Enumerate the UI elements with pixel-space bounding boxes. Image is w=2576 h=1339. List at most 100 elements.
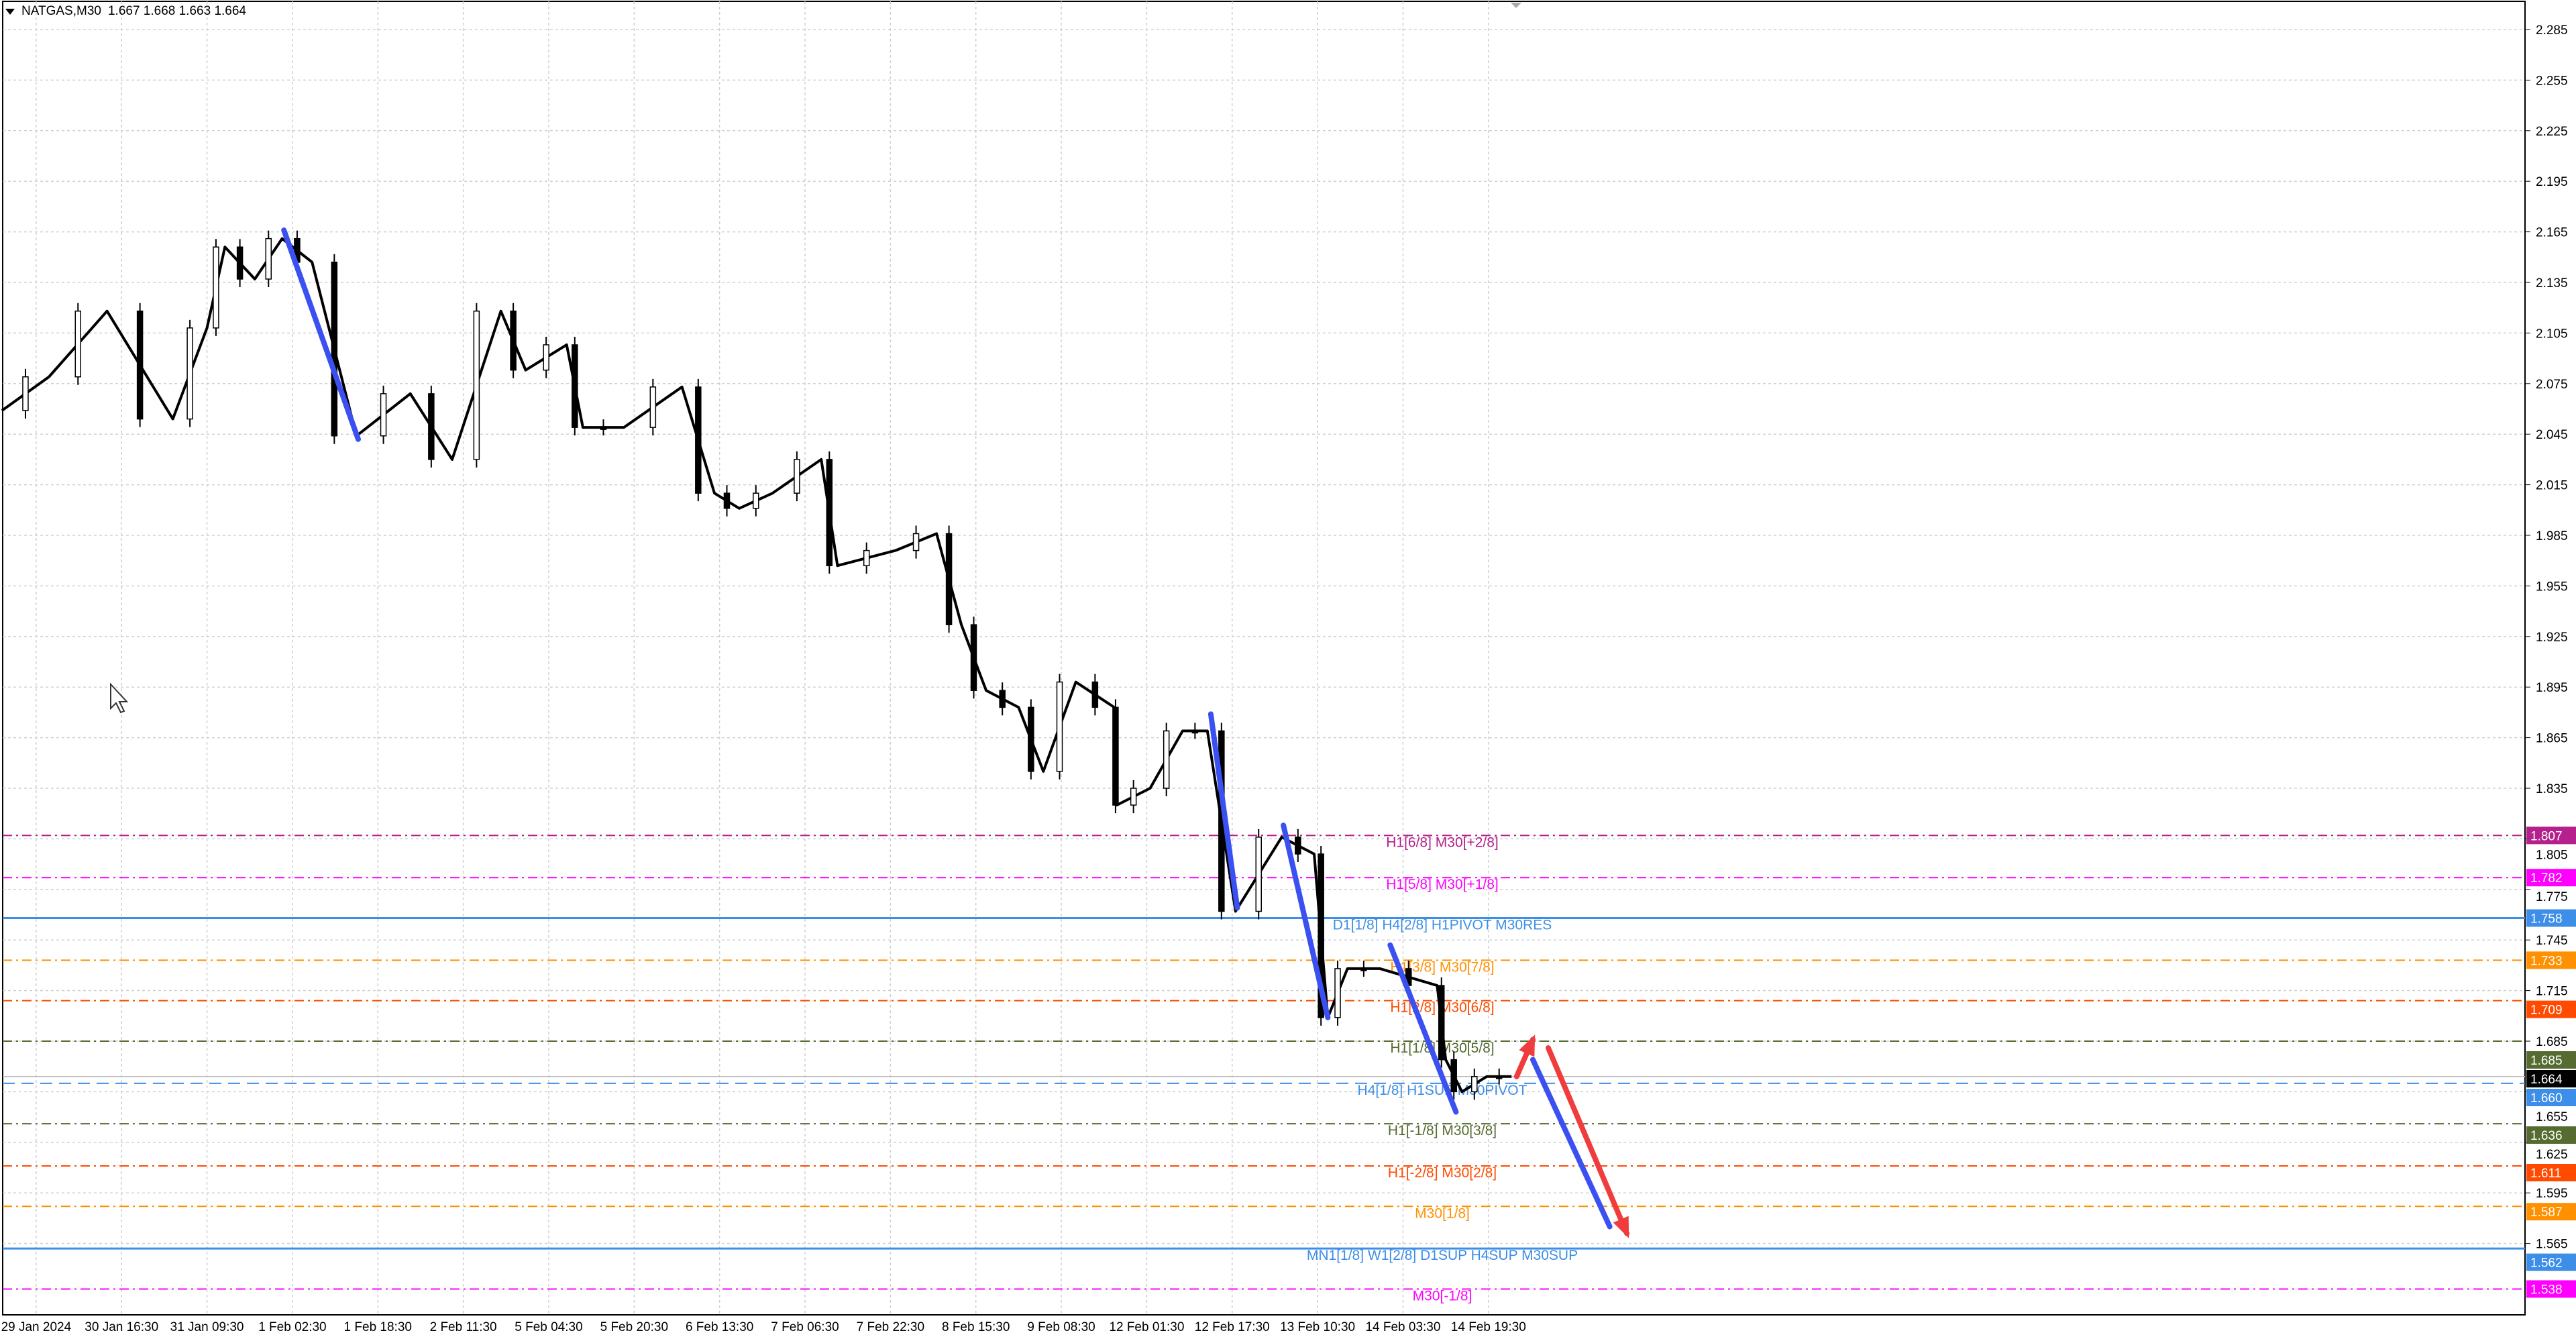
level-price-tag-text: 1.733 [2530, 954, 2563, 968]
candle-body [794, 459, 800, 494]
level-price-tag [2526, 1280, 2576, 1298]
candle-body [1255, 837, 1262, 912]
level-label: H1[-1/8] M30[3/8] [1388, 1123, 1497, 1138]
symbol-label: NATGAS,M30 [21, 4, 101, 18]
level-price-tag [2526, 909, 2576, 927]
x-tick-label: 30 Jan 16:30 [85, 1320, 158, 1334]
y-tick-label: 1.565 [2536, 1238, 2568, 1252]
candle-body [970, 624, 977, 691]
candle-body [999, 690, 1006, 708]
candle-body [863, 549, 870, 566]
level-price-tag [2526, 1164, 2576, 1181]
candle-body [74, 310, 82, 378]
candle-body [912, 533, 920, 551]
candle-body [723, 492, 731, 509]
candle-body [428, 393, 435, 460]
candle-body [572, 344, 578, 428]
x-tick-label: 13 Feb 10:30 [1280, 1320, 1355, 1334]
arrow-head-icon [1519, 1034, 1536, 1057]
candle-body [473, 310, 480, 460]
candle-body [600, 427, 607, 430]
level-price-tag [2526, 1089, 2576, 1106]
y-tick-label: 1.805 [2536, 848, 2568, 862]
x-tick-label: 1 Feb 18:30 [344, 1320, 412, 1334]
level-price-tag [2526, 1126, 2576, 1144]
candle-body [1056, 681, 1063, 772]
trend-line [1387, 942, 1459, 1115]
level-label: M30[-1/8] [1413, 1288, 1472, 1303]
plot-area [2, 1, 2526, 1316]
level-price-tag [2526, 1000, 2576, 1018]
trend-line [1530, 1057, 1613, 1230]
y-tick-label: 2.045 [2536, 428, 2568, 442]
current-price-tag-text: 1.664 [2530, 1073, 2563, 1087]
candle-body [236, 246, 244, 280]
y-tick-label: 2.135 [2536, 276, 2568, 290]
level-price-tag-text: 1.709 [2530, 1004, 2563, 1018]
mouse-cursor-icon [110, 682, 129, 714]
x-tick-label: 8 Feb 15:30 [942, 1320, 1010, 1334]
level-price-tag-text: 1.562 [2530, 1256, 2563, 1271]
scroll-marker-icon [1511, 3, 1521, 8]
level-price-tag [2526, 1203, 2576, 1221]
level-price-tag-text: 1.587 [2530, 1206, 2563, 1220]
candle-body [136, 310, 144, 420]
y-tick-label: 1.835 [2536, 782, 2568, 796]
candle-body [1112, 706, 1119, 806]
current-price-tag [2526, 1070, 2576, 1087]
candle-body [649, 386, 657, 428]
x-tick-label: 1 Feb 02:30 [258, 1320, 326, 1334]
grid [3, 1, 2525, 1315]
x-tick-label: 9 Feb 08:30 [1027, 1320, 1095, 1334]
candle-body [945, 533, 953, 625]
level-label: D1[1/8] H4[2/8] H1PIVOT M30RES [1333, 918, 1552, 933]
y-tick-label: 1.865 [2536, 732, 2568, 746]
level-price-tag [2526, 1051, 2576, 1069]
x-tick-label: 2 Feb 11:30 [430, 1320, 497, 1334]
y-tick-label: 1.655 [2536, 1110, 2568, 1124]
y-tick-label: 1.955 [2536, 580, 2568, 594]
candle-body [1130, 788, 1137, 806]
level-label: MN1[1/8] W1[2/8] D1SUP H4SUP M30SUP [1307, 1248, 1578, 1263]
y-tick-label: 1.925 [2536, 631, 2568, 645]
candle-body [543, 344, 549, 371]
x-tick-label: 7 Feb 06:30 [771, 1320, 839, 1334]
y-tick-label: 1.625 [2536, 1148, 2568, 1162]
x-tick-label: 12 Feb 01:30 [1109, 1320, 1184, 1334]
candle-body [1091, 681, 1099, 708]
y-tick-label: 2.225 [2536, 125, 2568, 139]
y-tick-label: 1.775 [2536, 890, 2568, 904]
level-label: H1[6/8] M30[+2/8] [1386, 835, 1499, 850]
y-tick-label: 2.165 [2536, 226, 2568, 240]
drawings [281, 227, 1630, 1238]
x-tick-label: 31 Jan 09:30 [170, 1320, 244, 1334]
candle-body [695, 386, 702, 494]
y-tick-label: 2.105 [2536, 327, 2568, 341]
y-tick-label: 2.075 [2536, 378, 2568, 392]
candle-body [1163, 730, 1170, 789]
x-tick-label: 14 Feb 03:30 [1365, 1320, 1440, 1334]
level-price-tag [2526, 826, 2576, 845]
y-tick-label: 1.745 [2536, 934, 2568, 948]
candle-body [22, 376, 29, 411]
level-price-tag-text: 1.660 [2530, 1091, 2563, 1106]
candle-body [1360, 968, 1367, 971]
candle-body [380, 393, 387, 437]
y-tick-label: 1.985 [2536, 529, 2568, 543]
level-price-tag [2526, 951, 2576, 969]
arrow-head-icon [1613, 1216, 1629, 1238]
dropdown-triangle-icon[interactable] [5, 8, 15, 15]
level-price-tag-text: 1.685 [2530, 1054, 2563, 1068]
level-price-tag-text: 1.782 [2530, 871, 2563, 886]
x-tick-label: 12 Feb 17:30 [1195, 1320, 1270, 1334]
candle-body [1295, 837, 1301, 855]
level-price-tag-text: 1.611 [2530, 1167, 2561, 1181]
y-tick-label: 2.285 [2536, 23, 2568, 38]
x-tick-label: 5 Feb 04:30 [515, 1320, 582, 1334]
y-tick-label: 1.715 [2536, 985, 2568, 999]
candle-body [186, 327, 193, 420]
level-price-tag-text: 1.636 [2530, 1129, 2563, 1143]
level-price-tag-text: 1.758 [2530, 912, 2563, 926]
level-price-tag-text: 1.538 [2530, 1283, 2563, 1297]
